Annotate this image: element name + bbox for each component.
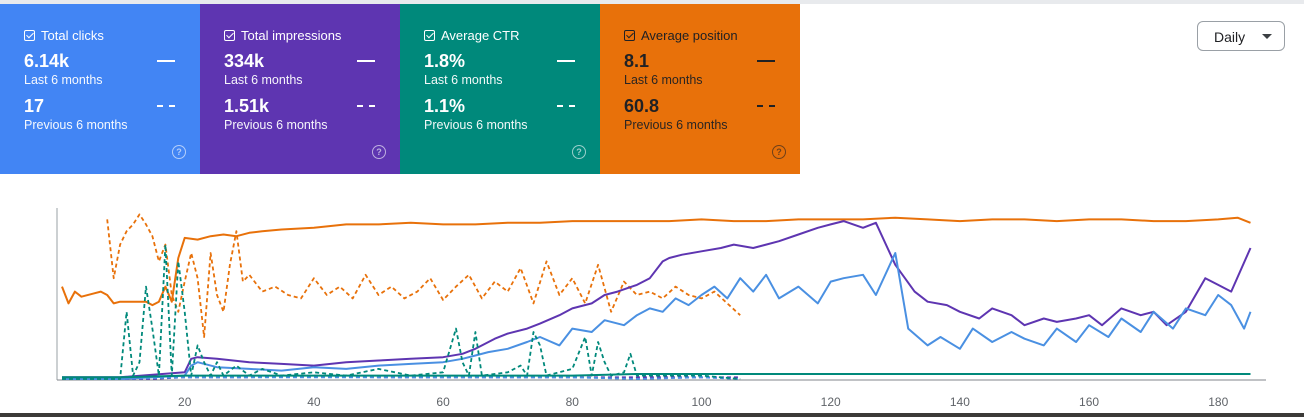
metric-title: Total clicks (41, 27, 104, 43)
previous-metric: 1.1% Previous 6 months (424, 96, 600, 134)
checkbox-checked-icon[interactable] (24, 29, 35, 41)
current-metric: 1.8% Last 6 months (424, 51, 600, 89)
dashed-line-legend-icon (557, 105, 575, 107)
metric-card-average-ctr[interactable]: Average CTR 1.8% Last 6 months 1.1% Prev… (400, 4, 600, 174)
x-tick-label: 80 (566, 395, 580, 409)
metric-current-label: Last 6 months (424, 73, 503, 87)
granularity-dropdown[interactable]: Daily (1197, 21, 1285, 51)
performance-panel: Total clicks 6.14k Last 6 months 17 Prev… (0, 4, 1304, 413)
metric-previous-label: Previous 6 months (424, 118, 528, 132)
series-line-impressions (62, 220, 1252, 379)
previous-metric: 17 Previous 6 months (24, 96, 200, 134)
previous-metric: 1.51k Previous 6 months (224, 96, 400, 134)
metric-card-average-position[interactable]: Average position 8.1 Last 6 months 60.8 … (600, 4, 800, 174)
metric-previous-label: Previous 6 months (224, 118, 328, 132)
metric-previous-value: 1.1% (424, 96, 466, 116)
series-line-clicks (62, 252, 1252, 380)
help-icon[interactable]: ? (772, 145, 786, 159)
metric-current-value: 6.14k (24, 51, 70, 71)
metric-current-value: 1.8% (424, 51, 466, 71)
card-header: Total impressions (224, 26, 400, 44)
metric-current-label: Last 6 months (624, 73, 703, 87)
series-line-position-previous (106, 213, 741, 338)
metric-title: Average position (641, 27, 738, 43)
card-header: Total clicks (24, 26, 200, 44)
series-line-ctr-previous (62, 243, 741, 380)
metric-cards: Total clicks 6.14k Last 6 months 17 Prev… (0, 4, 800, 174)
help-icon[interactable]: ? (172, 145, 186, 159)
solid-line-legend-icon (757, 60, 775, 62)
x-tick-label: 120 (821, 395, 841, 409)
series-line-ctr (62, 373, 1251, 379)
help-icon[interactable]: ? (372, 145, 386, 159)
bottom-edge (0, 413, 1304, 417)
card-header: Average position (624, 26, 800, 44)
current-metric: 6.14k Last 6 months (24, 51, 200, 89)
metric-title: Average CTR (441, 27, 520, 43)
solid-line-legend-icon (557, 60, 575, 62)
performance-chart[interactable]: 20 40 60 80 100 120 140 160 180 (0, 200, 1304, 413)
metric-previous-value: 1.51k (224, 96, 270, 116)
metric-previous-value: 17 (24, 96, 45, 116)
x-tick-label: 140 (950, 395, 970, 409)
current-metric: 8.1 Last 6 months (624, 51, 800, 89)
checkbox-checked-icon[interactable] (224, 29, 235, 41)
x-tick-label: 180 (1208, 395, 1228, 409)
previous-metric: 60.8 Previous 6 months (624, 96, 800, 134)
x-tick-label: 40 (307, 395, 321, 409)
dashed-line-legend-icon (757, 105, 775, 107)
metric-previous-label: Previous 6 months (24, 118, 128, 132)
dashed-line-legend-icon (157, 105, 175, 107)
card-header: Average CTR (424, 26, 600, 44)
x-tick-label: 160 (1079, 395, 1099, 409)
solid-line-legend-icon (357, 60, 375, 62)
metric-current-label: Last 6 months (224, 73, 303, 87)
checkbox-checked-icon[interactable] (624, 29, 635, 41)
dashed-line-legend-icon (357, 105, 375, 107)
series-line-position (61, 216, 1251, 307)
metric-card-total-clicks[interactable]: Total clicks 6.14k Last 6 months 17 Prev… (0, 4, 200, 174)
granularity-selected: Daily (1214, 29, 1246, 45)
solid-line-legend-icon (157, 60, 175, 62)
metric-current-value: 334k (224, 51, 265, 71)
x-tick-label: 100 (691, 395, 711, 409)
metric-card-total-impressions[interactable]: Total impressions 334k Last 6 months 1.5… (200, 4, 400, 174)
metric-previous-value: 60.8 (624, 96, 660, 116)
checkbox-checked-icon[interactable] (424, 29, 435, 41)
x-tick-label: 20 (178, 395, 192, 409)
help-icon[interactable]: ? (572, 145, 586, 159)
x-tick-label: 60 (436, 395, 450, 409)
caret-down-icon (1262, 34, 1272, 39)
metric-title: Total impressions (241, 27, 342, 43)
current-metric: 334k Last 6 months (224, 51, 400, 89)
metric-current-value: 8.1 (624, 51, 650, 71)
metric-previous-label: Previous 6 months (624, 118, 728, 132)
metric-current-label: Last 6 months (24, 73, 103, 87)
